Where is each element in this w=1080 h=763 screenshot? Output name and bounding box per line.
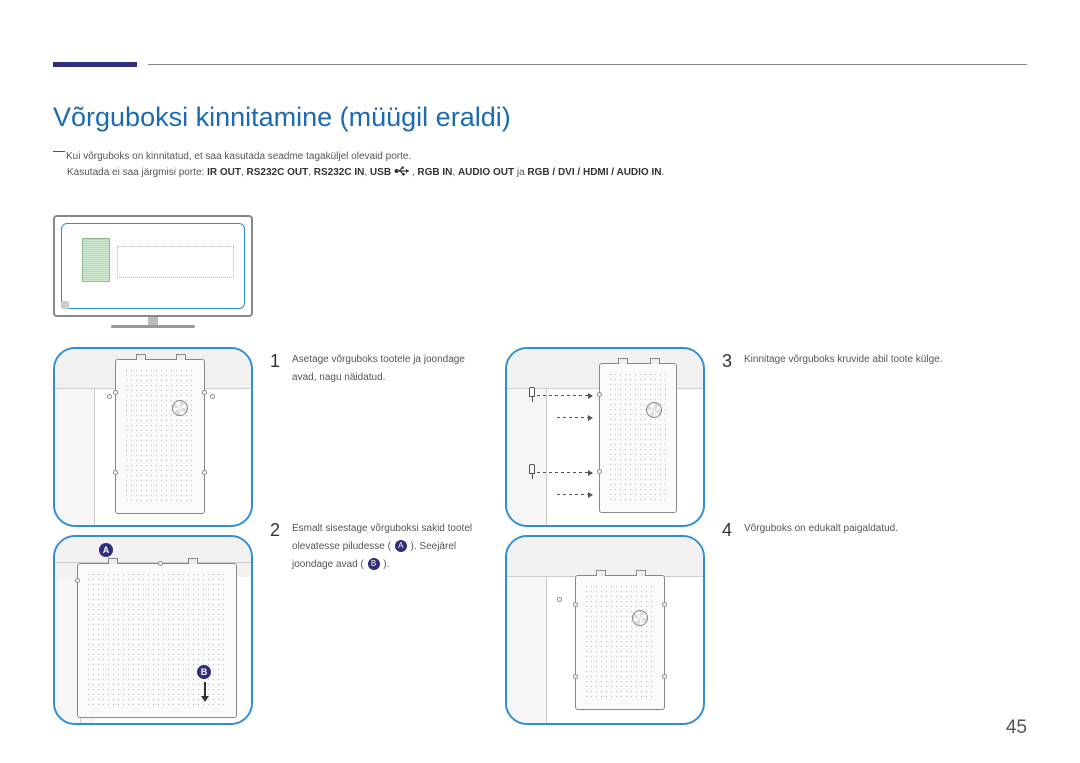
step-number: 4 xyxy=(722,520,732,539)
footnote-pre: Kasutada ei saa järgmisi porte: xyxy=(67,167,207,178)
step-text: Võrguboks on edukalt paigaldatud. xyxy=(744,520,898,539)
header-divider xyxy=(53,62,1027,67)
step-text: Asetage võrguboks tootele ja joondage av… xyxy=(292,351,490,387)
port-irout: IR OUT xyxy=(207,167,241,178)
inline-badge-a: A xyxy=(395,540,407,552)
illustration-step4 xyxy=(505,535,705,725)
badge-b: B xyxy=(197,665,211,679)
monitor-network-box xyxy=(82,238,110,282)
illustration-monitor-rear xyxy=(53,215,253,335)
step-text: Esmalt sisestage võrguboksi sakid tootel… xyxy=(292,520,490,574)
port-rgbin: RGB IN xyxy=(417,167,452,178)
step-4: 4 Võrguboks on edukalt paigaldatud. xyxy=(722,520,962,539)
step-2: 2 Esmalt sisestage võrguboksi sakid toot… xyxy=(270,520,490,574)
port-audioout: AUDIO OUT xyxy=(458,167,514,178)
port-rs232c-in: RS232C IN xyxy=(314,167,365,178)
port-combo: RGB / DVI / HDMI / AUDIO IN xyxy=(527,167,661,178)
footnote-line1: Kui võrguboks on kinnitatud, et saa kasu… xyxy=(66,151,411,162)
monitor-screen-outline xyxy=(61,223,245,309)
screw-icon xyxy=(529,464,535,474)
illustration-step3 xyxy=(505,347,705,527)
monitor-power-icon xyxy=(61,301,69,309)
page-number: 45 xyxy=(1006,717,1027,739)
illustration-step2: A B xyxy=(53,535,253,725)
arrow-icon xyxy=(537,472,592,473)
step-3: 3 Kinnitage võrguboks kruvide abil toote… xyxy=(722,351,962,370)
arrow-icon xyxy=(557,494,592,495)
monitor-bezel xyxy=(53,215,253,317)
step-number: 2 xyxy=(270,520,280,574)
step-1: 1 Asetage võrguboks tootele ja joondage … xyxy=(270,351,490,387)
footnote-period: . xyxy=(661,167,664,178)
usb-icon xyxy=(394,166,412,176)
monitor-stand-base xyxy=(111,325,195,328)
page-title: Võrguboksi kinnitamine (müügil eraldi) xyxy=(53,102,511,133)
port-join: ja xyxy=(514,167,527,178)
illustration-step1 xyxy=(53,347,253,527)
port-usb: USB xyxy=(370,167,391,178)
step-text-c: ). xyxy=(381,559,390,570)
port-rs232c-out: RS232C OUT xyxy=(247,167,309,178)
arrow-icon xyxy=(557,417,592,418)
header-divider-thick xyxy=(53,62,137,67)
screw-icon xyxy=(529,387,535,397)
footnote: Kui võrguboks on kinnitatud, et saa kasu… xyxy=(53,149,1027,180)
footnote-line2: Kasutada ei saa järgmisi porte: IR OUT, … xyxy=(53,165,1027,181)
header-divider-thin xyxy=(148,64,1027,65)
arrow-down-icon xyxy=(200,682,210,704)
arrow-icon xyxy=(537,395,592,396)
inline-badge-b: B xyxy=(368,558,380,570)
badge-a: A xyxy=(99,543,113,557)
step-number: 3 xyxy=(722,351,732,370)
monitor-port-strip xyxy=(117,246,234,278)
step-text: Kinnitage võrguboks kruvide abil toote k… xyxy=(744,351,942,370)
footnote-dash xyxy=(53,151,65,152)
monitor-stand-neck xyxy=(148,317,158,325)
step-number: 1 xyxy=(270,351,280,387)
